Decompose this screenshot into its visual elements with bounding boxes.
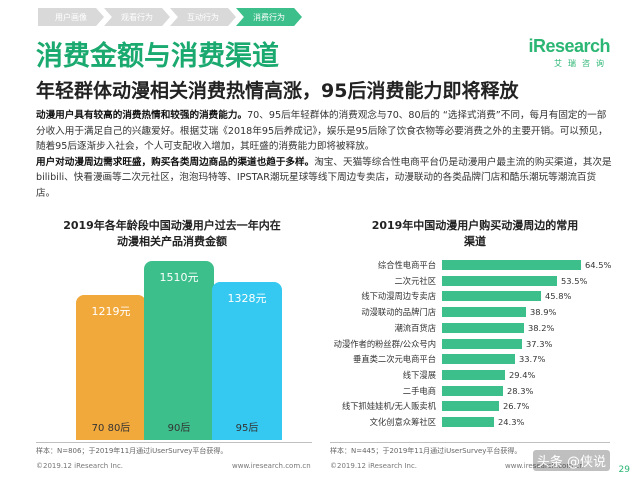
channel-row: 线下漫展 29.4%	[320, 368, 535, 382]
bar-value-label: 1510元	[159, 271, 199, 284]
channel-row: 综合性电商平台 64.5%	[320, 258, 611, 272]
channel-row: 线下动漫周边专卖店 45.8%	[320, 289, 571, 303]
channel-bar	[442, 417, 494, 427]
logo-subtitle: 艾瑞咨询	[554, 59, 610, 68]
page-subtitle: 年轻群体动漫相关消费热情高涨，95后消费能力即将释放	[36, 80, 519, 102]
channel-value: 33.7%	[519, 354, 546, 365]
channel-row: 动漫作者的粉丝群/公众号内 37.3%	[320, 337, 552, 351]
tab-user-profile[interactable]: 用户画像	[38, 8, 104, 26]
para-text-2: 淘宝、天猫等综合性电商平台仍是动漫用户最主流的购买渠道，其次是bilibili、…	[36, 156, 612, 199]
bar-category-label: 95后	[235, 423, 259, 434]
channel-label: 线下抓娃娃机/无人贩卖机	[341, 401, 436, 412]
channel-row: 文化创意众筹社区 24.3%	[320, 415, 524, 429]
tab-viewing-behavior[interactable]: 观看行为	[104, 8, 170, 26]
channel-bar	[442, 322, 524, 333]
channel-bar	[442, 401, 499, 412]
channel-value: 38.9%	[530, 307, 557, 318]
bar-0	[76, 295, 146, 440]
para-bold-1: 动漫用户具有较高的消费热情和较强的消费能力。	[36, 110, 248, 121]
right-sample-note: 样本：N=445；于2019年11月通过iUserSurvey平台获得。	[330, 447, 522, 455]
channel-label: 二次元社区	[394, 275, 437, 286]
channel-row: 动漫联动的品牌门店 38.9%	[320, 305, 556, 319]
footer-url-left: www.iresearch.com.cn	[232, 462, 311, 470]
right-chart-title: 2019年中国动漫用户购买动漫周边的常用渠道	[371, 219, 579, 248]
channel-bar	[442, 260, 581, 270]
channel-value: 45.8%	[545, 291, 572, 302]
bar-2	[212, 282, 282, 440]
channel-bar	[442, 275, 557, 286]
channel-label: 综合性电商平台	[377, 260, 436, 270]
channel-bar	[442, 291, 541, 302]
age-spend-bar-chart: 70 80后 1219元 90后 1510元 95后 1328元	[60, 250, 290, 440]
channel-row: 垂直类二次元电商平台 33.7%	[320, 352, 545, 366]
channel-row: 线下抓娃娃机/无人贩卖机 26.7%	[320, 399, 529, 413]
para-bold-2: 用户对动漫周边需求旺盛，购买各类周边商品的渠道也趋于多样。	[36, 156, 315, 168]
channel-value: 26.7%	[503, 401, 530, 412]
tab-interaction-behavior[interactable]: 互动行为	[170, 8, 236, 26]
para-text-1: 70、95后年轻群体的消费观念与70、80后的 “选择式消费”不同，每月有固定的…	[36, 110, 608, 153]
channel-label: 线下漫展	[402, 369, 436, 380]
channel-bar	[442, 338, 522, 349]
bar-1	[144, 261, 214, 440]
body-paragraph: 动漫用户具有较高的消费热情和较强的消费能力。70、95后年轻群体的消费观念与70…	[36, 108, 614, 202]
channel-value: 29.4%	[509, 369, 536, 380]
channel-bar	[442, 354, 515, 365]
tab-consumption-behavior[interactable]: 消费行为	[236, 8, 302, 26]
channel-label: 线下动漫周边专卖店	[361, 291, 436, 302]
channel-label: 文化创意众筹社区	[369, 417, 436, 427]
channel-value: 53.5%	[561, 275, 588, 286]
footer-divider-right	[330, 442, 610, 443]
left-chart-title: 2019年各年龄段中国动漫用户过去一年内在动漫相关产品消费金额	[63, 219, 281, 248]
channel-row: 潮流百货店 38.2%	[320, 321, 554, 335]
channel-bar-chart: 综合性电商平台 64.5% 二次元社区 53.5% 线下动漫周边专卖店 45.8% 动漫联动…	[320, 258, 620, 438]
channel-value: 38.2%	[528, 322, 555, 333]
channel-bar	[442, 385, 503, 396]
left-sample-note: 样本：N=806；于2019年11月通过iUserSurvey平台获得。	[36, 447, 228, 455]
bar-value-label: 1219元	[91, 305, 131, 318]
channel-label: 二手电商	[402, 385, 436, 396]
section-tabs: 用户画像 观看行为 互动行为 消费行为	[38, 8, 302, 26]
bar-category-label: 70 80后	[91, 423, 131, 434]
iresearch-logo: iResearch 艾瑞咨询	[528, 36, 610, 69]
watermark: 头条 @侠说	[532, 450, 610, 471]
channel-row: 二次元社区 53.5%	[320, 274, 587, 288]
bar-category-label: 90后	[167, 423, 191, 434]
channel-bar	[442, 369, 505, 380]
bar-value-label: 1328元	[227, 292, 267, 305]
channel-bar	[442, 307, 526, 318]
channel-value: 37.3%	[526, 338, 553, 349]
channel-label: 动漫作者的粉丝群/公众号内	[333, 338, 436, 349]
footer-copyright-left: ©2019.12 iResearch Inc.	[36, 462, 124, 470]
channel-label: 潮流百货店	[394, 322, 437, 333]
footer-url-right: www.iresearch.com.cn	[505, 462, 584, 470]
channel-label: 垂直类二次元电商平台	[353, 354, 436, 365]
channel-value: 28.3%	[507, 385, 534, 396]
footer-copyright-right: ©2019.12 iResearch Inc.	[330, 462, 418, 470]
page-title: 消费金额与消费渠道	[36, 41, 279, 72]
footer-divider-left	[36, 442, 312, 443]
page-number: 29	[618, 465, 630, 475]
channel-value: 24.3%	[498, 417, 525, 427]
logo-brand: iResearch	[528, 36, 610, 56]
channel-label: 动漫联动的品牌门店	[361, 307, 436, 318]
channel-value: 64.5%	[585, 260, 612, 270]
channel-row: 二手电商 28.3%	[320, 384, 533, 398]
